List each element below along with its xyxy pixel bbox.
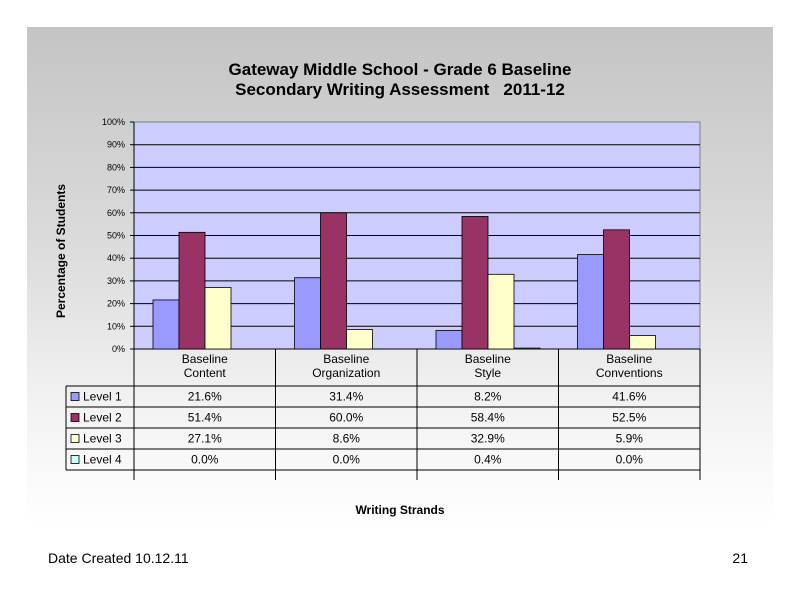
y-tick-label: 10% bbox=[107, 321, 125, 331]
bar-level-1 bbox=[577, 254, 604, 350]
bar-level-2 bbox=[178, 231, 206, 350]
chart-title: Gateway Middle School - Grade 6 Baseline… bbox=[27, 60, 773, 100]
bar-level-1 bbox=[435, 329, 463, 350]
y-tick-label: 20% bbox=[107, 299, 125, 309]
bar-level-2 bbox=[320, 212, 347, 350]
data-label: 52.5% bbox=[612, 411, 646, 425]
category-label: Organization bbox=[312, 366, 380, 380]
y-tick-label: 80% bbox=[107, 162, 125, 172]
data-label: 0.0% bbox=[333, 453, 361, 467]
data-label: 60.0% bbox=[329, 411, 363, 425]
legend-label: Level 1 bbox=[83, 390, 122, 404]
legend-label: Level 2 bbox=[83, 411, 122, 425]
data-label: 0.0% bbox=[191, 453, 219, 467]
data-label: 8.2% bbox=[474, 390, 502, 404]
category-label: Baseline bbox=[606, 352, 652, 366]
bar-level-1 bbox=[294, 277, 321, 350]
data-label: 0.0% bbox=[616, 453, 644, 467]
data-label: 51.4% bbox=[188, 411, 222, 425]
data-label: 41.6% bbox=[612, 390, 646, 404]
y-tick-label: 40% bbox=[107, 253, 125, 263]
legend-key bbox=[70, 434, 80, 443]
legend-key bbox=[70, 413, 80, 422]
category-label: Baseline bbox=[323, 352, 369, 366]
footer-date-created: Date Created 10.12.11 bbox=[48, 550, 189, 566]
bar-level-2 bbox=[461, 216, 489, 350]
legend-key bbox=[70, 455, 80, 464]
y-tick-label: 0% bbox=[112, 344, 125, 354]
chart-title-line-1: Gateway Middle School - Grade 6 Baseline bbox=[228, 60, 572, 79]
legend-label: Level 4 bbox=[83, 453, 122, 467]
y-tick-label: 60% bbox=[107, 208, 125, 218]
category-label: Content bbox=[184, 366, 227, 380]
category-label: Style bbox=[474, 366, 501, 380]
y-tick-label: 100% bbox=[102, 117, 125, 127]
category-label: Conventions bbox=[596, 366, 663, 380]
data-label: 0.4% bbox=[474, 453, 502, 467]
data-label: 58.4% bbox=[471, 411, 505, 425]
data-label: 27.1% bbox=[188, 432, 222, 446]
data-label: 8.6% bbox=[333, 432, 361, 446]
footer-page-number: 21 bbox=[732, 550, 748, 566]
bar-level-3 bbox=[204, 287, 232, 350]
data-label: 5.9% bbox=[616, 432, 644, 446]
data-label: 21.6% bbox=[188, 390, 222, 404]
legend-key bbox=[70, 392, 80, 401]
bar-level-3 bbox=[629, 335, 656, 350]
data-label: 31.4% bbox=[329, 390, 363, 404]
legend-label: Level 3 bbox=[83, 432, 122, 446]
bar-level-3 bbox=[346, 329, 373, 350]
y-tick-label: 90% bbox=[107, 140, 125, 150]
category-label: Baseline bbox=[182, 352, 228, 366]
data-label: 32.9% bbox=[471, 432, 505, 446]
y-tick-label: 30% bbox=[107, 276, 125, 286]
chart-title-line-2: Secondary Writing Assessment 2011-12 bbox=[235, 80, 565, 99]
bar-level-3 bbox=[487, 273, 515, 350]
bar-level-4 bbox=[513, 347, 541, 350]
y-tick-label: 50% bbox=[107, 231, 125, 241]
category-label: Baseline bbox=[465, 352, 511, 366]
bar-level-1 bbox=[152, 299, 180, 350]
bar-level-2 bbox=[603, 229, 630, 350]
x-axis-label: Writing Strands bbox=[355, 503, 445, 517]
y-tick-label: 70% bbox=[107, 185, 125, 195]
